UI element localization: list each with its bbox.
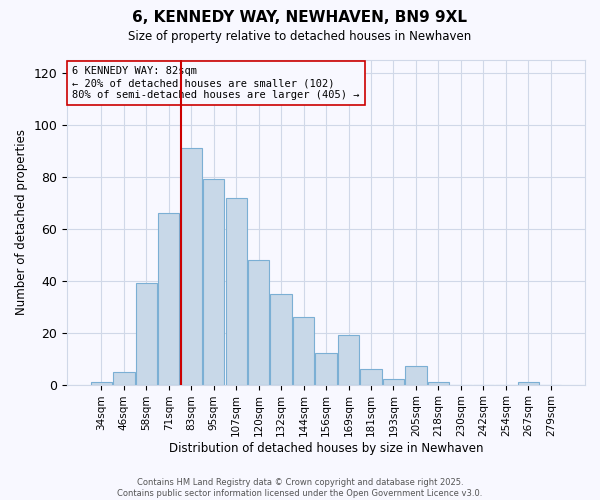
Text: 6 KENNEDY WAY: 82sqm
← 20% of detached houses are smaller (102)
80% of semi-deta: 6 KENNEDY WAY: 82sqm ← 20% of detached h…	[73, 66, 360, 100]
Y-axis label: Number of detached properties: Number of detached properties	[15, 130, 28, 316]
Bar	[113, 372, 134, 384]
Text: 6, KENNEDY WAY, NEWHAVEN, BN9 9XL: 6, KENNEDY WAY, NEWHAVEN, BN9 9XL	[133, 10, 467, 25]
Bar	[203, 180, 224, 384]
Bar	[158, 213, 179, 384]
Bar	[136, 284, 157, 384]
Bar	[181, 148, 202, 384]
Bar	[248, 260, 269, 384]
Bar	[91, 382, 112, 384]
X-axis label: Distribution of detached houses by size in Newhaven: Distribution of detached houses by size …	[169, 442, 484, 455]
Bar	[383, 380, 404, 384]
Bar	[518, 382, 539, 384]
Bar	[361, 369, 382, 384]
Text: Size of property relative to detached houses in Newhaven: Size of property relative to detached ho…	[128, 30, 472, 43]
Bar	[428, 382, 449, 384]
Bar	[226, 198, 247, 384]
Bar	[271, 294, 292, 384]
Bar	[293, 317, 314, 384]
Text: Contains HM Land Registry data © Crown copyright and database right 2025.
Contai: Contains HM Land Registry data © Crown c…	[118, 478, 482, 498]
Bar	[338, 336, 359, 384]
Bar	[405, 366, 427, 384]
Bar	[316, 354, 337, 384]
